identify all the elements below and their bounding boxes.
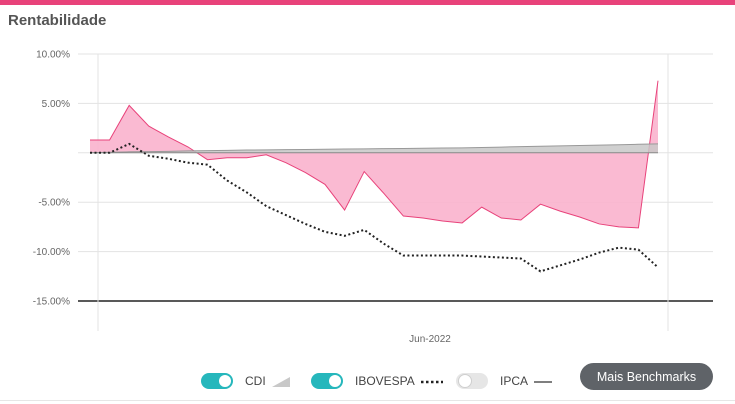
y-tick-label: -10.00% [33, 247, 70, 258]
dotted-line-icon [420, 380, 443, 384]
legend-label-ipca: IPCA [500, 374, 529, 388]
legend-label-ibovespa: IBOVESPA [355, 374, 415, 388]
y-tick-labels: 10.00% 5.00% -5.00% -10.00% -15.00% [33, 50, 70, 308]
fund-area [90, 80, 658, 228]
top-accent-bar [0, 0, 735, 5]
y-tick-label: 10.00% [36, 50, 70, 61]
legend-item-ibovespa[interactable]: IBOVESPA [311, 372, 443, 390]
solid-line-icon [534, 381, 553, 383]
ibovespa-line [90, 142, 659, 273]
legend-item-cdi[interactable]: CDI [201, 372, 290, 390]
legend-label-cdi: CDI [245, 374, 266, 388]
cdi-line [89, 143, 659, 154]
ibovespa-toggle[interactable] [311, 373, 343, 389]
cdi-toggle[interactable] [201, 373, 233, 389]
y-tick-label: 5.00% [42, 99, 70, 110]
fund-line [90, 80, 659, 229]
legend-item-ipca[interactable]: IPCA [456, 372, 553, 390]
x-tick-label: Jun-2022 [409, 334, 451, 345]
divider [0, 400, 735, 401]
series-layer [89, 80, 659, 273]
area-swatch-icon [271, 377, 290, 387]
page-title: Rentabilidade [8, 12, 107, 29]
y-tick-label: -15.00% [33, 297, 70, 308]
ipca-toggle[interactable] [456, 373, 488, 389]
returns-chart: 10.00% 5.00% -5.00% -10.00% -15.00% Jun-2022 [33, 50, 713, 345]
x-tick-labels: Jun-2022 [409, 334, 451, 345]
y-tick-label: -5.00% [38, 198, 70, 209]
more-benchmarks-button[interactable]: Mais Benchmarks [580, 363, 713, 390]
